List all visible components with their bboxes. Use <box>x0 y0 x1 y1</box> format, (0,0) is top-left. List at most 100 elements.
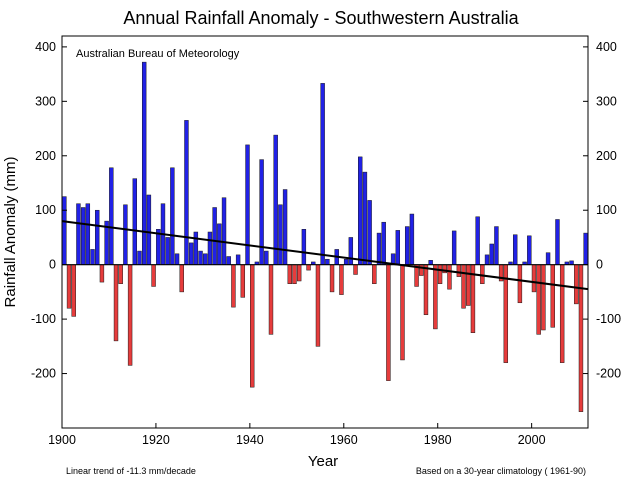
bar-1901 <box>66 264 72 309</box>
bar-2004 <box>550 264 555 328</box>
bar-1961 <box>348 237 354 265</box>
bar-1940 <box>250 264 255 388</box>
bar-1917 <box>141 61 147 265</box>
x-tick-label: 2000 <box>518 433 546 447</box>
bar-1924 <box>174 253 180 265</box>
bar-1989 <box>480 264 485 284</box>
y-tick-label-left: 400 <box>35 40 56 54</box>
y-tick-label-left: 0 <box>49 258 56 272</box>
bar-1925 <box>179 264 184 293</box>
bar-1963 <box>358 156 363 265</box>
bar-1923 <box>170 167 175 265</box>
trend-label: Linear trend of -11.3 mm/decade <box>66 466 196 476</box>
x-tick-label: 1940 <box>236 433 264 447</box>
bar-1943 <box>264 250 269 265</box>
y-tick-label-left: 200 <box>35 149 56 163</box>
bar-1967 <box>376 232 382 265</box>
y-axis-label: Rainfall Anomaly (mm) <box>2 157 19 308</box>
bar-1945 <box>273 134 278 265</box>
y-tick-label-right: 300 <box>596 94 617 108</box>
bar-1907 <box>95 209 100 265</box>
bar-1965 <box>367 200 372 265</box>
bar-1918 <box>146 194 152 265</box>
bar-1942 <box>259 159 264 265</box>
bar-1971 <box>395 230 401 265</box>
bar-1938 <box>240 264 246 298</box>
bar-1927 <box>188 242 194 265</box>
bar-1929 <box>198 250 203 265</box>
bar-1905 <box>85 203 91 265</box>
bar-1926 <box>184 120 189 265</box>
bar-1976 <box>419 264 424 276</box>
y-tick-label-right: 100 <box>596 203 617 217</box>
bar-1952 <box>306 264 311 271</box>
bar-1986 <box>466 264 471 306</box>
bar-1999 <box>527 235 532 265</box>
bar-2006 <box>559 264 565 363</box>
bar-1922 <box>165 237 170 265</box>
y-tick-label-left: -200 <box>31 367 56 381</box>
x-tick-label: 1920 <box>142 433 170 447</box>
bar-1928 <box>193 231 199 265</box>
y-tick-label-right: -100 <box>596 312 621 326</box>
bar-1950 <box>296 264 302 282</box>
y-tick-label-right: -200 <box>596 367 621 381</box>
bar-1962 <box>353 264 358 275</box>
axis-ticks: -200 -200 -100 -100 0 0 100 100 200 200 300 300 400 4… <box>31 40 621 447</box>
bar-2003 <box>545 252 551 265</box>
bar-1972 <box>400 264 405 361</box>
bar-1948 <box>287 264 292 284</box>
bar-1969 <box>386 264 391 381</box>
bar-1985 <box>461 264 466 309</box>
bar-1992 <box>494 226 499 265</box>
source-label: Australian Bureau of Meteorology <box>76 48 240 60</box>
bar-2009 <box>574 264 579 305</box>
bar-1978 <box>428 260 433 265</box>
bar-2010 <box>578 264 584 412</box>
bar-1939 <box>245 144 250 265</box>
bar-1933 <box>217 223 222 265</box>
x-tick-label: 1900 <box>48 433 76 447</box>
x-tick-label: 1960 <box>330 433 358 447</box>
bar-1946 <box>278 204 283 265</box>
bar-1966 <box>372 264 377 284</box>
trend-line <box>61 220 589 291</box>
bar-1937 <box>235 254 241 265</box>
bar-1916 <box>137 250 142 265</box>
bar-series <box>62 61 588 412</box>
bar-1914 <box>127 264 133 366</box>
y-tick-label-left: 100 <box>35 203 56 217</box>
bar-1906 <box>90 249 95 265</box>
bar-1957 <box>329 264 335 293</box>
bar-1936 <box>231 264 236 308</box>
bar-1915 <box>132 178 138 265</box>
bar-1902 <box>71 264 76 317</box>
bar-1984 <box>456 264 462 277</box>
bar-2011 <box>583 232 588 265</box>
bar-1964 <box>362 171 368 265</box>
bar-1955 <box>320 83 325 265</box>
baseline-label: Based on a 30-year climatology ( 1961-90… <box>416 466 586 476</box>
bar-1990 <box>484 254 490 265</box>
y-tick-label-right: 0 <box>596 258 603 272</box>
bar-1910 <box>109 167 114 265</box>
bar-1900 <box>62 196 67 265</box>
y-tick-label-left: 300 <box>35 94 56 108</box>
y-tick-label-right: 400 <box>596 40 617 54</box>
bar-1968 <box>381 221 386 265</box>
bar-1930 <box>203 253 208 265</box>
bar-1973 <box>404 226 410 265</box>
bar-1912 <box>118 264 123 284</box>
bar-1991 <box>489 243 494 265</box>
bar-2001 <box>536 264 541 335</box>
bar-1954 <box>315 264 321 347</box>
bar-1983 <box>451 230 457 265</box>
bar-1931 <box>207 231 213 265</box>
bar-1977 <box>423 264 429 316</box>
bar-1996 <box>513 234 518 265</box>
bar-1919 <box>151 264 156 287</box>
bar-1932 <box>212 207 217 265</box>
bar-1934 <box>221 197 227 265</box>
bar-1913 <box>123 204 128 265</box>
bar-1956 <box>325 258 330 265</box>
